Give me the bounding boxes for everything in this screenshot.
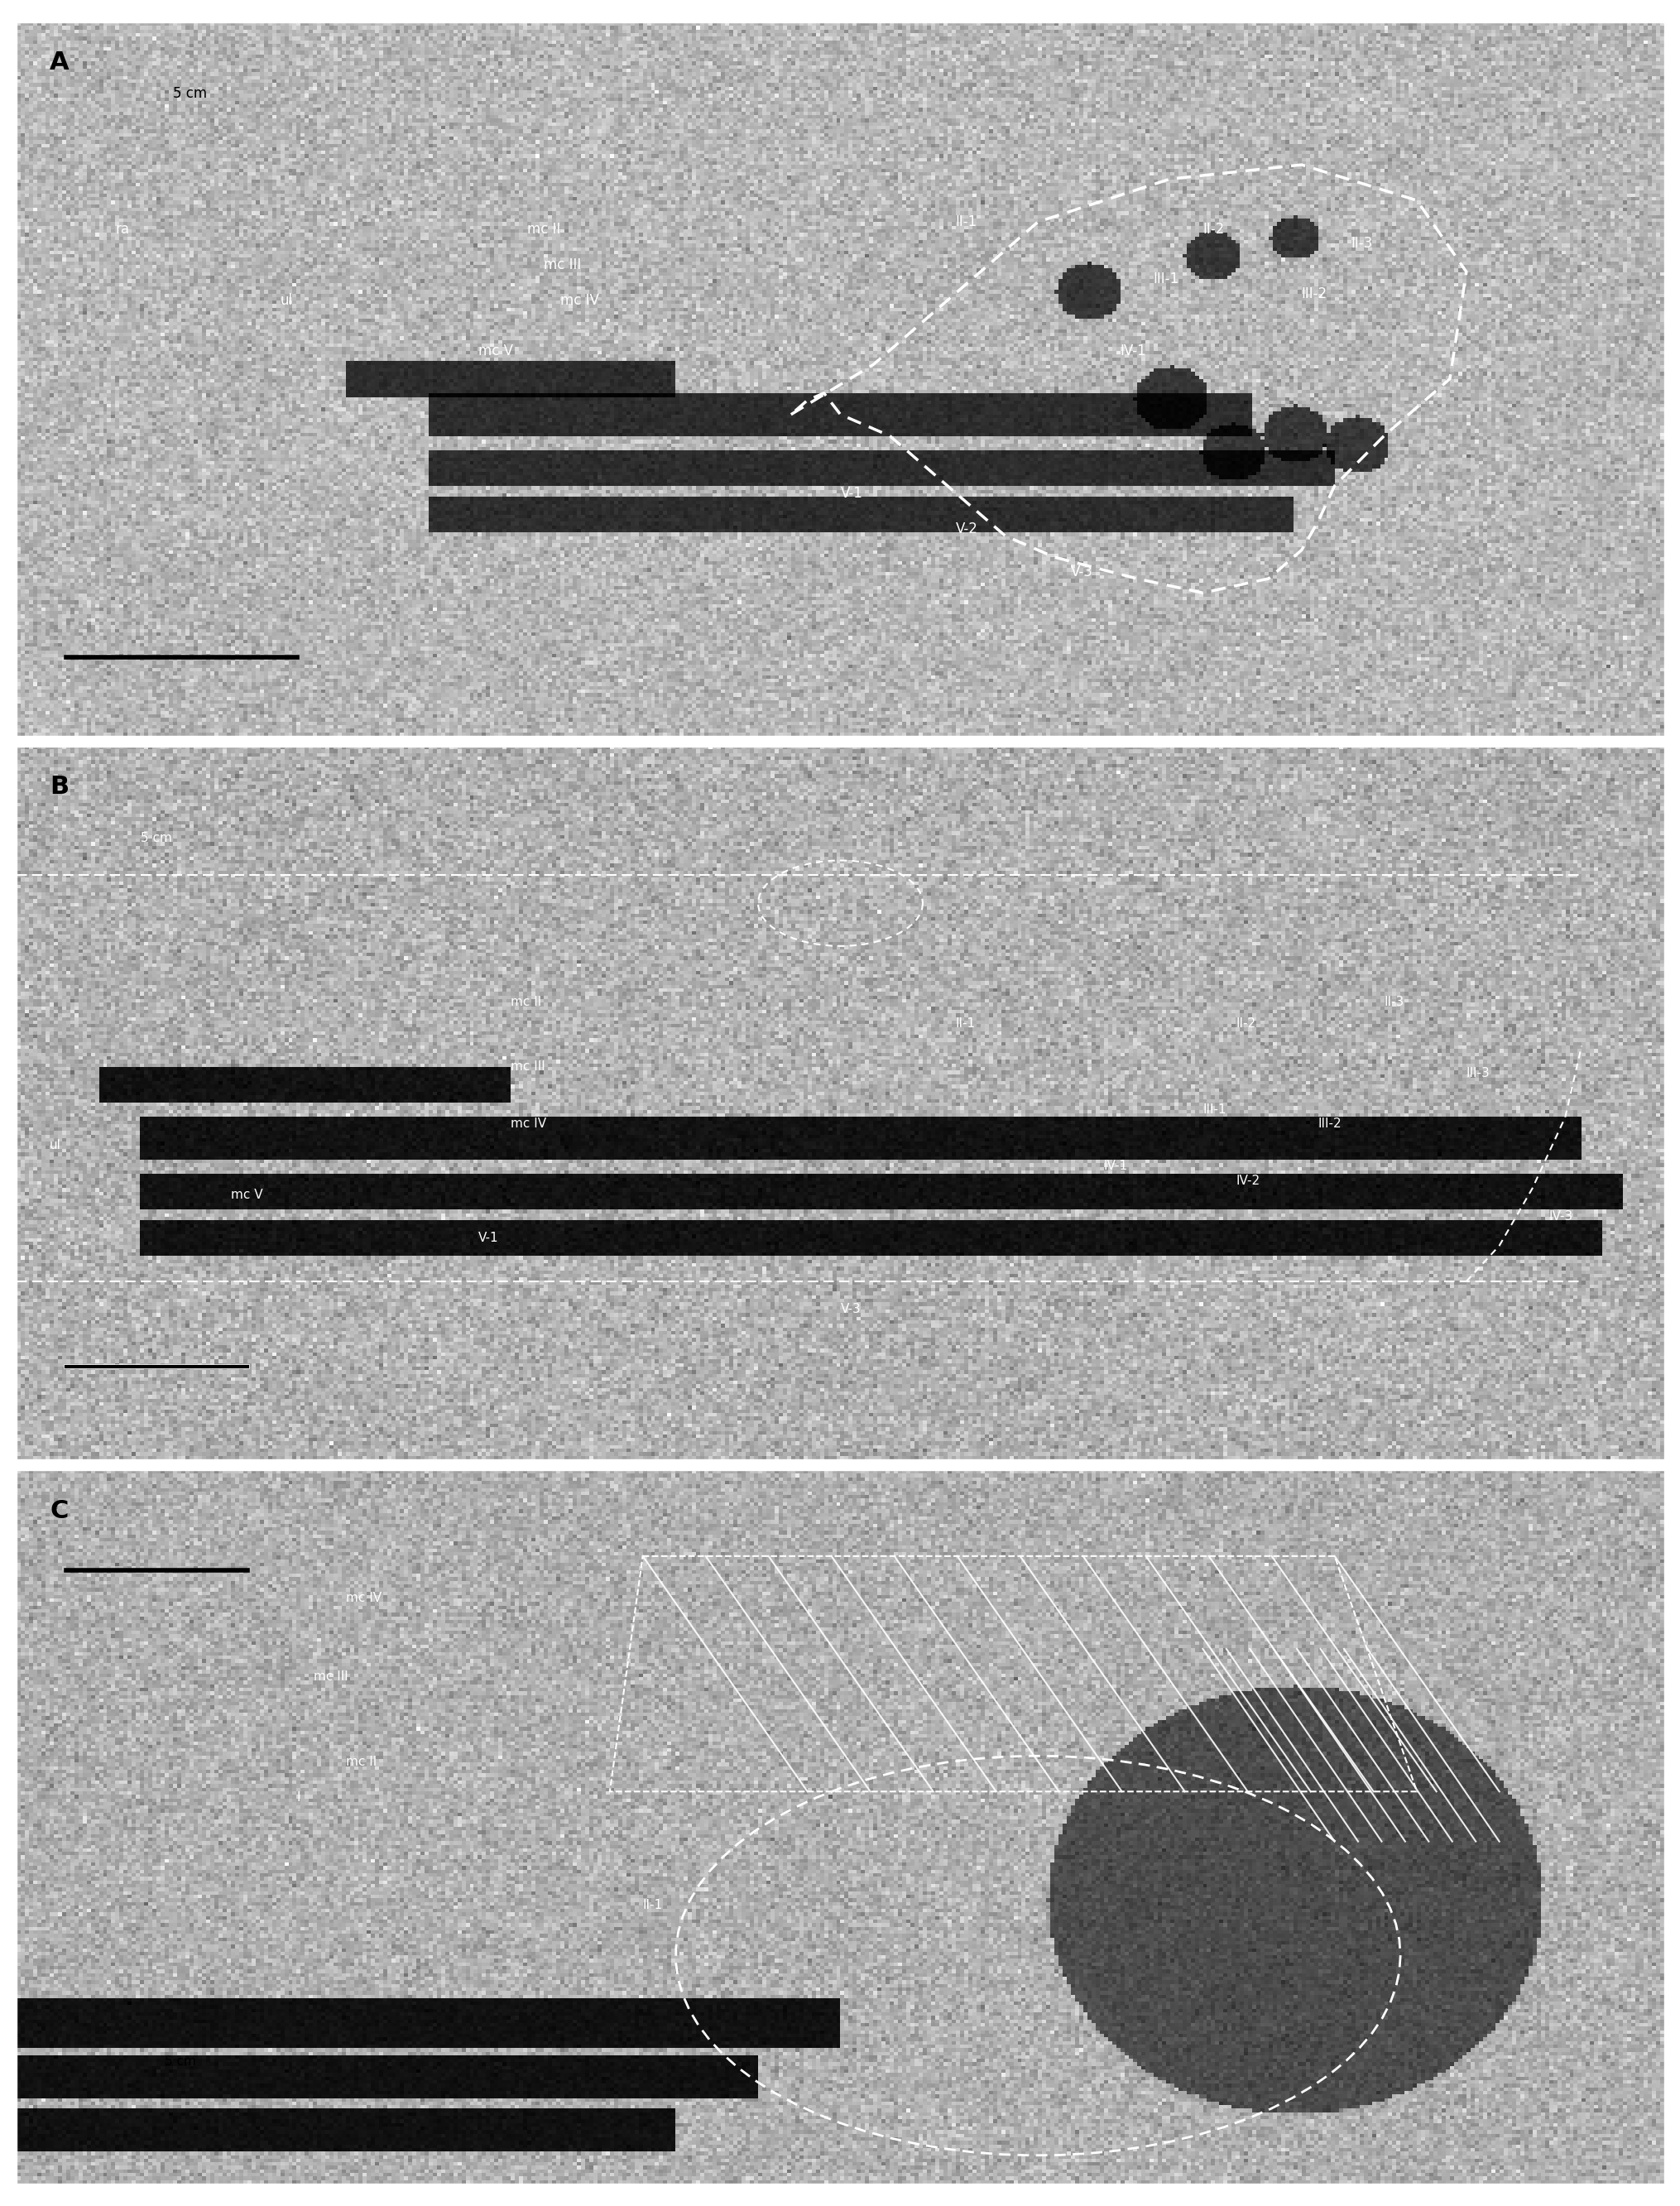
Text: C: C [50, 1500, 69, 1522]
Text: II-3: II-3 [1351, 236, 1373, 251]
Text: B: B [50, 774, 69, 799]
Text: III-2: III-2 [1300, 287, 1327, 300]
Text: IV-1: IV-1 [1121, 344, 1146, 357]
Text: III-1: III-1 [1203, 1103, 1226, 1116]
Text: II-1: II-1 [956, 214, 978, 229]
Text: mc III: mc III [312, 1670, 348, 1683]
Text: mc V: mc V [230, 1189, 262, 1200]
Text: mc II: mc II [346, 1756, 376, 1769]
Text: V-2: V-2 [956, 521, 978, 536]
Text: mc III: mc III [544, 258, 581, 271]
Text: V-3: V-3 [1070, 565, 1092, 580]
Text: V-1: V-1 [840, 485, 862, 501]
Text: 5 cm: 5 cm [173, 86, 207, 101]
Text: mc II: mc II [511, 995, 541, 1008]
Text: II-2: II-2 [1235, 1017, 1255, 1030]
Text: mc V: mc V [477, 344, 512, 357]
Text: III-2: III-2 [1317, 1116, 1341, 1129]
Text: mc II: mc II [528, 223, 561, 236]
Text: III-1: III-1 [1152, 271, 1179, 287]
Text: IV-2: IV-2 [1235, 1174, 1260, 1187]
Text: mc IV: mc IV [346, 1593, 381, 1604]
Text: IV-3: IV-3 [1547, 1211, 1572, 1222]
Text: V-1: V-1 [477, 1231, 499, 1244]
Text: II-2: II-2 [1203, 223, 1225, 236]
Text: ra: ra [116, 223, 129, 236]
Text: mc IV: mc IV [511, 1116, 546, 1129]
Text: mc IV: mc IV [559, 293, 598, 309]
Text: IV-1: IV-1 [1104, 1160, 1127, 1174]
Text: II-1: II-1 [642, 1899, 662, 1910]
Text: II-3: II-3 [1383, 995, 1403, 1008]
Text: II-1: II-1 [956, 1017, 974, 1030]
Text: mc III: mc III [511, 1061, 546, 1072]
Text: ul: ul [50, 1138, 60, 1152]
Text: A: A [50, 51, 69, 75]
Text: I: I [297, 1791, 301, 1805]
Text: 5 cm: 5 cm [165, 2056, 197, 2067]
Text: V-3: V-3 [840, 1304, 860, 1315]
Text: ul: ul [281, 293, 292, 309]
Text: III-3: III-3 [1465, 1068, 1490, 1079]
Text: 5 cm: 5 cm [139, 832, 171, 845]
